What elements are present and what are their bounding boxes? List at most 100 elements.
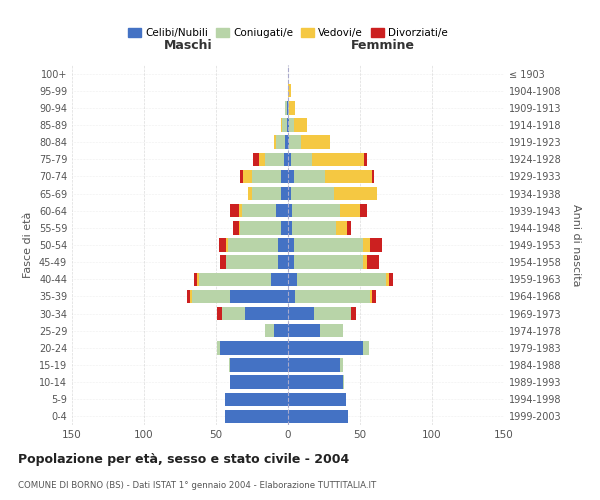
Bar xyxy=(244,170,252,183)
Bar xyxy=(363,341,368,354)
Bar xyxy=(367,256,379,269)
Bar xyxy=(292,204,340,218)
Bar xyxy=(224,392,288,406)
Bar xyxy=(285,136,288,149)
Bar xyxy=(289,136,301,149)
Bar xyxy=(224,410,288,423)
Bar xyxy=(253,152,259,166)
Bar xyxy=(371,170,374,183)
Bar xyxy=(288,290,295,303)
Bar xyxy=(294,238,363,252)
Bar xyxy=(187,290,190,303)
Bar xyxy=(190,290,191,303)
Bar xyxy=(274,324,288,338)
Bar xyxy=(245,307,288,320)
Bar xyxy=(239,204,242,218)
Text: Maschi: Maschi xyxy=(164,40,213,52)
Bar xyxy=(278,238,288,252)
Bar xyxy=(217,307,222,320)
Bar xyxy=(363,256,367,269)
Bar xyxy=(347,221,352,234)
Legend: Celibi/Nubili, Coniugati/e, Vedovi/e, Divorziati/e: Celibi/Nubili, Coniugati/e, Vedovi/e, Di… xyxy=(124,24,452,42)
Bar xyxy=(289,101,295,114)
Bar xyxy=(199,272,271,286)
Bar xyxy=(288,256,294,269)
Bar xyxy=(295,290,370,303)
Bar xyxy=(288,101,289,114)
Bar xyxy=(363,238,370,252)
Bar xyxy=(230,358,288,372)
Bar xyxy=(291,187,334,200)
Bar xyxy=(241,221,281,234)
Bar xyxy=(197,272,199,286)
Bar xyxy=(313,152,364,166)
Bar xyxy=(281,221,288,234)
Bar xyxy=(288,204,292,218)
Bar xyxy=(248,187,252,200)
Bar xyxy=(296,272,386,286)
Bar xyxy=(288,118,289,132)
Bar xyxy=(226,238,227,252)
Bar xyxy=(291,152,313,166)
Bar xyxy=(227,238,278,252)
Bar xyxy=(281,187,288,200)
Bar xyxy=(288,341,363,354)
Bar xyxy=(288,136,289,149)
Y-axis label: Anni di nascita: Anni di nascita xyxy=(571,204,581,286)
Text: Femmine: Femmine xyxy=(351,40,415,52)
Bar xyxy=(370,290,371,303)
Bar xyxy=(222,307,245,320)
Bar xyxy=(217,341,220,354)
Bar xyxy=(334,187,377,200)
Bar xyxy=(288,410,349,423)
Bar xyxy=(233,221,239,234)
Bar xyxy=(274,136,277,149)
Bar xyxy=(288,221,292,234)
Bar xyxy=(288,324,320,338)
Bar xyxy=(325,170,371,183)
Bar xyxy=(191,290,230,303)
Bar xyxy=(284,152,288,166)
Y-axis label: Fasce di età: Fasce di età xyxy=(23,212,33,278)
Bar xyxy=(364,152,367,166)
Bar xyxy=(352,307,356,320)
Bar xyxy=(288,238,294,252)
Bar xyxy=(288,358,340,372)
Bar xyxy=(288,376,343,389)
Text: COMUNE DI BORNO (BS) - Dati ISTAT 1° gennaio 2004 - Elaborazione TUTTITALIA.IT: COMUNE DI BORNO (BS) - Dati ISTAT 1° gen… xyxy=(18,481,376,490)
Bar xyxy=(281,118,282,132)
Bar xyxy=(288,152,291,166)
Bar xyxy=(219,238,226,252)
Bar xyxy=(335,221,347,234)
Bar xyxy=(277,204,288,218)
Bar xyxy=(288,187,291,200)
Bar xyxy=(220,256,226,269)
Bar xyxy=(229,358,230,372)
Bar xyxy=(277,136,285,149)
Bar xyxy=(389,272,393,286)
Bar xyxy=(294,170,325,183)
Bar xyxy=(271,272,288,286)
Bar xyxy=(288,307,314,320)
Bar xyxy=(294,256,363,269)
Bar xyxy=(259,152,265,166)
Bar xyxy=(343,376,344,389)
Bar xyxy=(287,118,288,132)
Bar xyxy=(282,118,287,132)
Bar xyxy=(288,272,296,286)
Bar xyxy=(242,204,277,218)
Bar xyxy=(370,238,382,252)
Bar xyxy=(287,101,288,114)
Bar xyxy=(314,307,352,320)
Bar xyxy=(281,170,288,183)
Bar xyxy=(360,204,367,218)
Bar xyxy=(239,221,241,234)
Bar xyxy=(320,324,343,338)
Bar xyxy=(252,187,281,200)
Bar xyxy=(386,272,389,286)
Bar xyxy=(301,136,330,149)
Bar xyxy=(194,272,197,286)
Bar xyxy=(288,84,291,98)
Bar xyxy=(265,324,274,338)
Bar xyxy=(230,204,239,218)
